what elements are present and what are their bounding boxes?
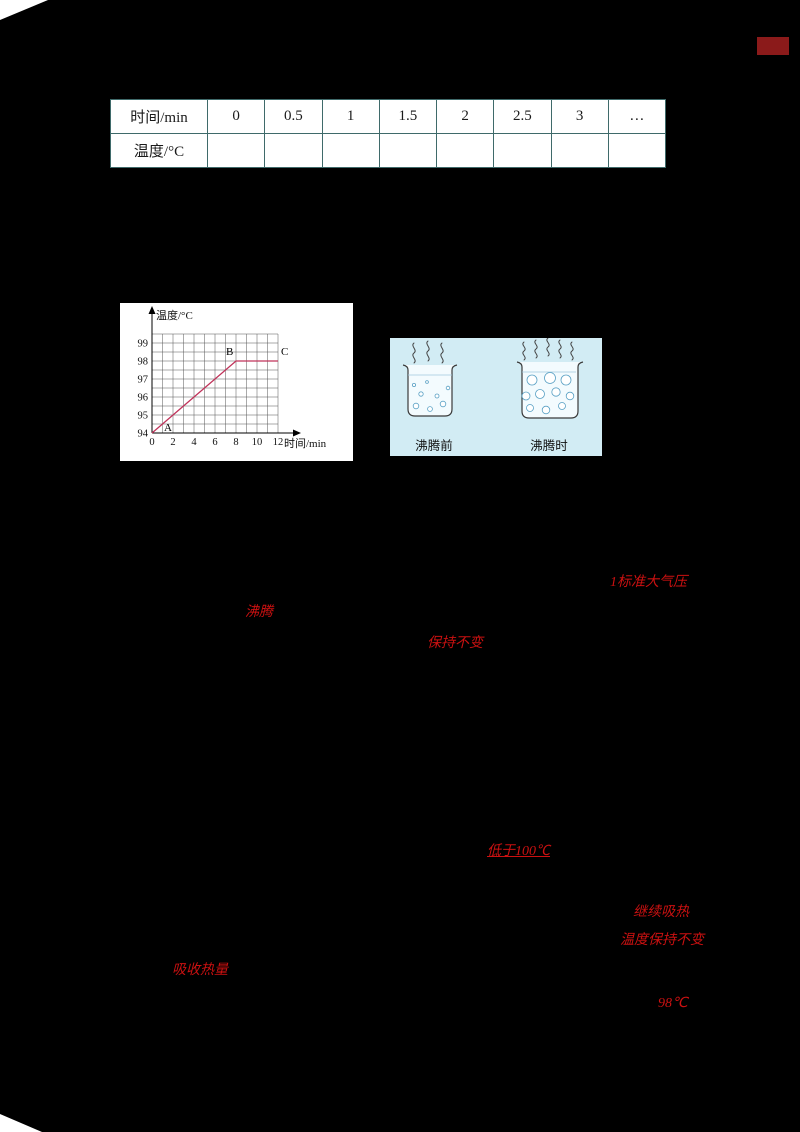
steam-line xyxy=(426,340,430,362)
caption-during-boiling: 沸腾时 xyxy=(530,438,568,453)
bubble xyxy=(412,402,420,410)
steam-line xyxy=(412,342,416,364)
table-cell: … xyxy=(607,99,667,134)
y-tick-label: 96 xyxy=(138,393,149,404)
answer-text-4: 低于100℃ xyxy=(487,844,550,859)
table-cell: 0 xyxy=(206,99,266,134)
row-label-time: 时间/min xyxy=(110,99,208,134)
bubble xyxy=(558,402,566,410)
table-cell: 2.5 xyxy=(493,99,552,134)
y-tick-label: 99 xyxy=(138,339,149,350)
bubble xyxy=(521,391,531,401)
point-label-A: A xyxy=(164,422,172,434)
x-tick-label: 12 xyxy=(273,437,284,448)
bubble xyxy=(526,404,534,412)
answer-text-5: 继续吸热 xyxy=(633,905,689,920)
bubble xyxy=(411,383,416,388)
y-tick-label: 95 xyxy=(138,411,149,422)
caption-before-boiling: 沸腾前 xyxy=(415,438,453,453)
x-tick-label: 8 xyxy=(233,437,238,448)
boiling-figure-svg: 沸腾前 沸腾时 xyxy=(402,337,584,453)
point-label-B: B xyxy=(226,346,233,358)
y-tick-label: 94 xyxy=(138,429,149,440)
steam-line xyxy=(570,341,574,361)
bubble xyxy=(560,374,572,386)
table-cell: 1.5 xyxy=(378,99,438,134)
y-tick-label: 98 xyxy=(138,357,149,368)
chart-y-axis-label: 温度/°C xyxy=(156,308,193,322)
page-corner-top-left xyxy=(0,0,48,20)
steam-line xyxy=(440,342,444,364)
page-corner-bottom-left xyxy=(0,1114,42,1132)
x-tick-label: 6 xyxy=(212,437,217,448)
bubble xyxy=(445,385,451,391)
table-row-time: 时间/min 0 0.5 1 1.5 2 2.5 3 … xyxy=(110,99,667,134)
table-cell: 0.5 xyxy=(264,99,323,134)
bubble xyxy=(544,372,556,384)
y-tick-label: 97 xyxy=(138,375,149,386)
temperature-line xyxy=(151,360,278,434)
x-tick-label: 10 xyxy=(252,437,263,448)
red-stamp-block xyxy=(757,37,789,55)
answer-text-1: 1标准大气压 xyxy=(610,575,687,590)
steam-line xyxy=(534,339,538,359)
answer-text-2: 沸腾 xyxy=(245,605,273,620)
boiling-figure: 沸腾前 沸腾时 xyxy=(390,337,602,456)
data-table-wrap: 时间/min 0 0.5 1 1.5 2 2.5 3 … 温度/°C xyxy=(110,99,667,168)
bubble xyxy=(439,400,447,408)
x-tick-label: 2 xyxy=(170,437,175,448)
table-cell-empty xyxy=(435,133,495,168)
table-cell: 3 xyxy=(550,99,609,134)
point-label-C: C xyxy=(281,346,288,358)
time-temperature-table: 时间/min 0 0.5 1 1.5 2 2.5 3 … 温度/°C xyxy=(110,99,667,168)
bubble xyxy=(551,387,561,397)
table-cell: 2 xyxy=(435,99,495,134)
x-axis-arrow xyxy=(293,429,301,437)
bubble xyxy=(418,391,424,397)
answer-text-7: 吸收热量 xyxy=(172,963,228,978)
bubble xyxy=(541,405,551,415)
table-cell-empty xyxy=(607,133,667,168)
bubble xyxy=(526,374,538,386)
chart-svg: 温度/°C 时间/min 0 2 4 6 8 10 12 94 95 96 97 98 99 A B C xyxy=(138,306,327,450)
table-cell-empty xyxy=(206,133,266,168)
bubble xyxy=(427,406,433,412)
table-row-temperature: 温度/°C xyxy=(110,133,667,168)
x-tick-label: 4 xyxy=(191,437,197,448)
answer-text-3: 保持不变 xyxy=(427,636,483,651)
y-axis-arrow xyxy=(148,306,156,314)
table-cell-empty xyxy=(264,133,323,168)
bubble xyxy=(535,389,545,399)
table-cell-empty xyxy=(321,133,380,168)
row-label-temperature: 温度/°C xyxy=(110,133,208,168)
table-cell-empty xyxy=(378,133,438,168)
table-cell-empty xyxy=(550,133,609,168)
steam-line xyxy=(558,339,562,359)
table-cell-empty xyxy=(493,133,552,168)
chart-x-axis-label: 时间/min xyxy=(284,437,327,450)
table-cell: 1 xyxy=(321,99,380,134)
x-tick-label: 0 xyxy=(149,437,154,448)
temperature-time-chart: 温度/°C 时间/min 0 2 4 6 8 10 12 94 95 96 97 98 99 A B C xyxy=(120,303,353,461)
bubble xyxy=(565,391,575,401)
bubble xyxy=(434,393,440,399)
answer-text-6: 温度保持不变 xyxy=(620,933,704,948)
steam-line xyxy=(546,337,550,357)
answer-text-8: 98℃ xyxy=(658,996,688,1011)
bubble xyxy=(425,380,429,384)
steam-line xyxy=(522,341,526,361)
